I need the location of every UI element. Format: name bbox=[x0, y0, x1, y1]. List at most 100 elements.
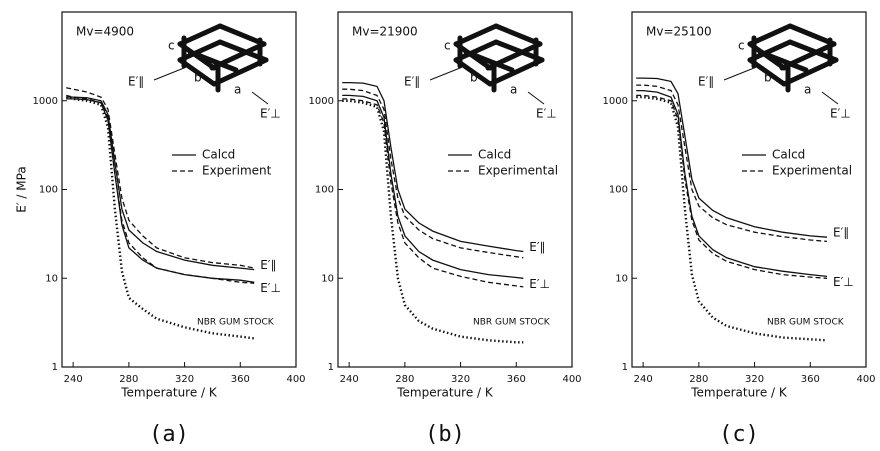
curve-label: E′⊥ bbox=[529, 277, 550, 291]
annotation: NBR GUM STOCK bbox=[473, 318, 551, 328]
arrow bbox=[527, 91, 545, 105]
lattice-label: c bbox=[168, 39, 175, 53]
x-tick-label: 360 bbox=[231, 374, 250, 385]
series-line bbox=[636, 94, 828, 279]
x-tick-label: 400 bbox=[562, 374, 581, 385]
series-line bbox=[636, 77, 828, 238]
panel-label: (c) bbox=[719, 422, 759, 447]
legend-label: Calcd bbox=[202, 148, 235, 162]
annotation: NBR GUM STOCK bbox=[197, 318, 275, 328]
y-tick-label: 10 bbox=[45, 273, 58, 284]
lattice-label: E′⊥ bbox=[536, 107, 557, 121]
lattice-rod bbox=[177, 39, 223, 63]
arrow bbox=[723, 67, 755, 81]
series-line bbox=[65, 95, 255, 340]
legend-label: Experimental bbox=[478, 164, 558, 178]
lattice-label: E′⊥ bbox=[830, 107, 851, 121]
legend-label: Calcd bbox=[772, 148, 805, 162]
series-line bbox=[342, 98, 524, 288]
curve-label: E′⊥ bbox=[833, 275, 854, 289]
x-tick-label: 400 bbox=[856, 374, 875, 385]
series-line bbox=[342, 99, 524, 344]
lattice-rod bbox=[177, 23, 223, 47]
series-line bbox=[636, 84, 828, 243]
x-axis-label: Temperature / K bbox=[396, 386, 494, 400]
curve-label: E′∥ bbox=[833, 226, 849, 240]
series-line bbox=[66, 94, 255, 284]
y-tick-label: 100 bbox=[39, 185, 58, 196]
lattice-rod bbox=[493, 23, 543, 47]
y-tick-label: 1 bbox=[622, 362, 628, 373]
mv-label: Mv=25100 bbox=[646, 25, 712, 39]
lattice-label: a bbox=[234, 83, 241, 97]
annotation: NBR GUM STOCK bbox=[767, 318, 845, 328]
mv-label: Mv=21900 bbox=[352, 25, 418, 39]
y-tick-label: 10 bbox=[615, 273, 628, 284]
lattice-label: c bbox=[444, 39, 451, 53]
lattice-label: a bbox=[804, 83, 811, 97]
lattice-label: E′∥ bbox=[698, 75, 714, 89]
legend-label: Experimental bbox=[772, 164, 852, 178]
lattice-label: E′∥ bbox=[404, 75, 420, 89]
x-tick-label: 280 bbox=[689, 374, 708, 385]
curve-label: E′∥ bbox=[260, 258, 276, 272]
series-line bbox=[66, 96, 255, 271]
y-tick-label: 1000 bbox=[33, 96, 58, 107]
lattice-rod bbox=[217, 23, 267, 47]
lattice-rod bbox=[211, 57, 269, 87]
lattice-rod bbox=[187, 49, 239, 73]
legend-label: Experiment bbox=[202, 164, 272, 178]
curve-label: E′⊥ bbox=[260, 281, 281, 295]
lattice-rod bbox=[757, 49, 809, 73]
lattice-label: a bbox=[510, 83, 517, 97]
x-tick-label: 240 bbox=[64, 374, 83, 385]
panel-label: (a) bbox=[149, 422, 189, 447]
x-tick-label: 280 bbox=[395, 374, 414, 385]
x-tick-label: 280 bbox=[119, 374, 138, 385]
lattice-label: b bbox=[194, 71, 202, 85]
mv-label: Mv=4900 bbox=[76, 25, 134, 39]
arrow bbox=[821, 91, 839, 105]
y-tick-label: 100 bbox=[315, 185, 334, 196]
x-tick-label: 400 bbox=[286, 374, 305, 385]
lattice-rod bbox=[487, 57, 545, 87]
y-tick-label: 1 bbox=[328, 362, 334, 373]
lattice-rod bbox=[787, 23, 837, 47]
x-tick-label: 360 bbox=[801, 374, 820, 385]
lattice-rod bbox=[747, 39, 793, 63]
lattice-rod bbox=[453, 23, 499, 47]
arrow bbox=[251, 91, 269, 105]
x-axis-label: Temperature / K bbox=[690, 386, 788, 400]
curve-label: E′∥ bbox=[529, 240, 545, 254]
lattice-label: E′∥ bbox=[128, 75, 144, 89]
x-tick-label: 320 bbox=[745, 374, 764, 385]
panel-label: (b) bbox=[425, 422, 465, 447]
x-tick-label: 240 bbox=[340, 374, 359, 385]
y-tick-label: 1000 bbox=[309, 96, 334, 107]
lattice-rod bbox=[453, 39, 499, 63]
series-line bbox=[342, 81, 524, 253]
y-axis-label: E′ / MPa bbox=[15, 166, 29, 212]
x-axis-label: Temperature / K bbox=[120, 386, 218, 400]
y-tick-label: 1 bbox=[52, 362, 58, 373]
series-line bbox=[342, 88, 524, 259]
x-tick-label: 240 bbox=[634, 374, 653, 385]
arrow bbox=[153, 67, 185, 81]
lattice-rod bbox=[463, 49, 515, 73]
lattice-label: b bbox=[764, 71, 772, 85]
series-line bbox=[66, 98, 255, 283]
lattice-label: b bbox=[470, 71, 478, 85]
x-tick-label: 360 bbox=[507, 374, 526, 385]
series-line bbox=[342, 94, 524, 279]
y-tick-label: 100 bbox=[609, 185, 628, 196]
lattice-rod bbox=[747, 23, 793, 47]
y-tick-label: 10 bbox=[321, 273, 334, 284]
legend-label: Calcd bbox=[478, 148, 511, 162]
lattice-rod bbox=[781, 57, 839, 87]
y-tick-label: 1000 bbox=[603, 96, 628, 107]
lattice-label: c bbox=[738, 39, 745, 53]
series-line bbox=[66, 87, 255, 269]
lattice-label: E′⊥ bbox=[260, 107, 281, 121]
x-tick-label: 320 bbox=[175, 374, 194, 385]
